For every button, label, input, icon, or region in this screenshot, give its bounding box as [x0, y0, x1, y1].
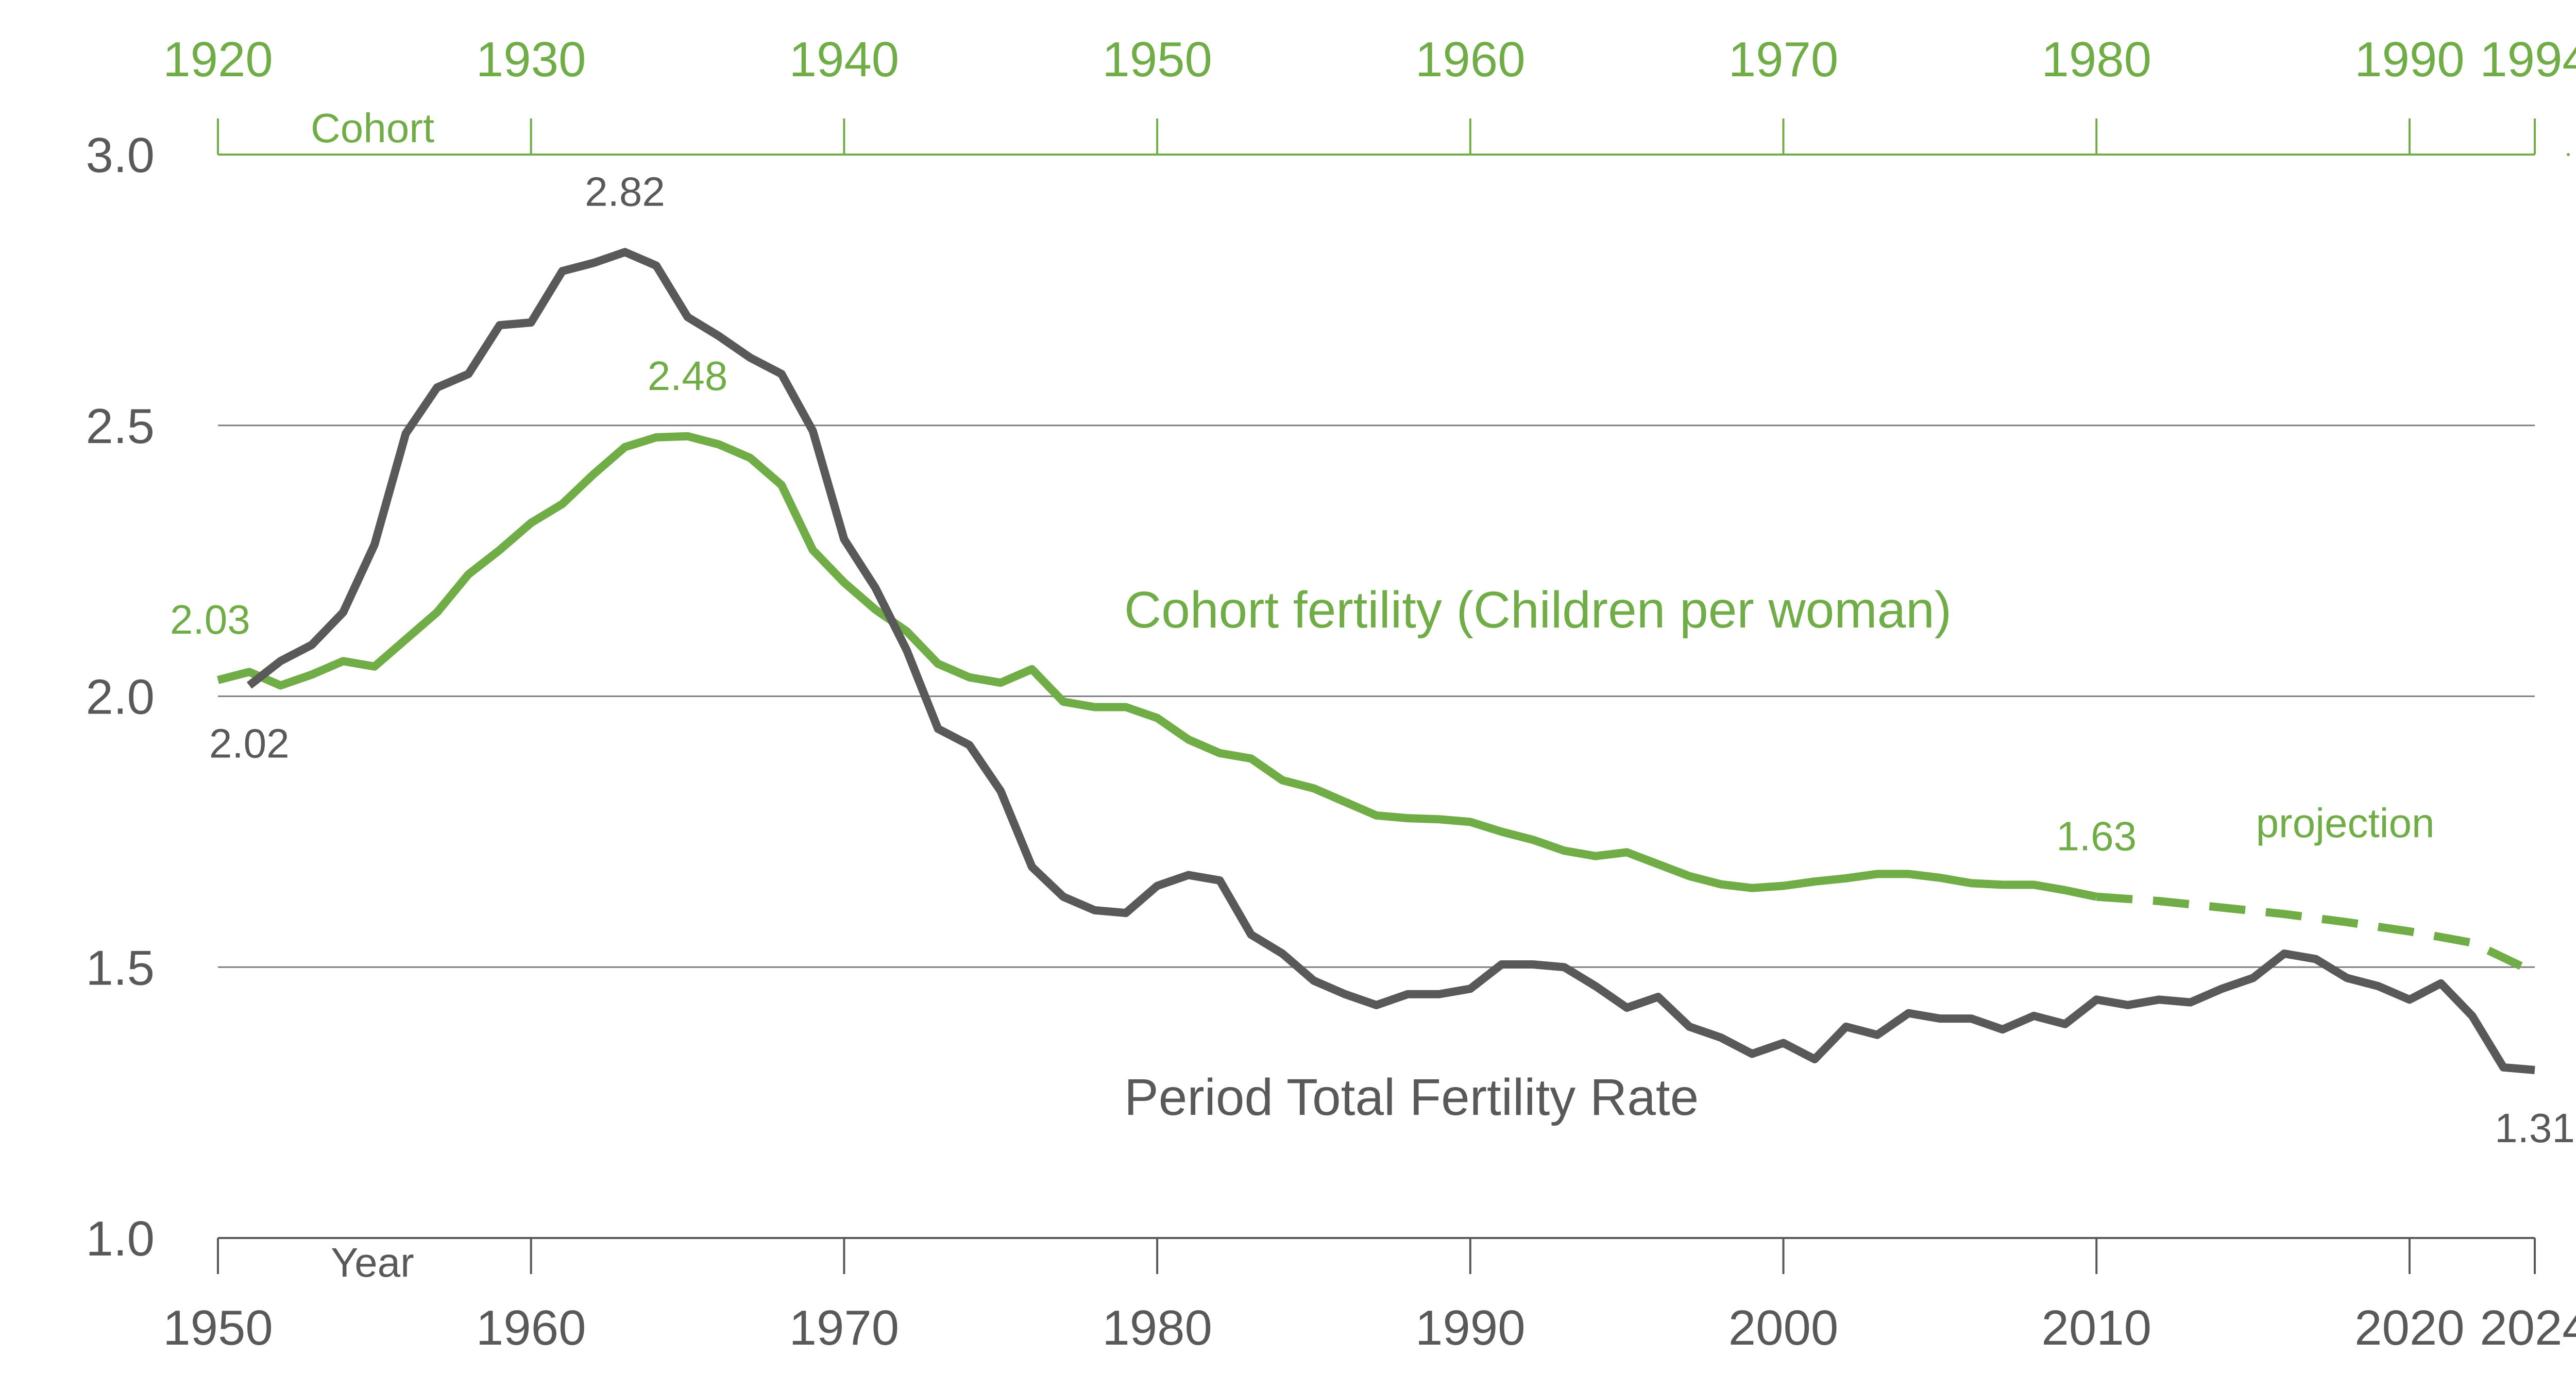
cohort-fertility-line: [216, 432, 2097, 901]
top-tick-label: 1980: [2041, 32, 2151, 87]
top-axis-title: Cohort: [311, 105, 434, 151]
data-label: 2.82: [585, 168, 665, 214]
bottom-tick-label: 2000: [1728, 1300, 1839, 1355]
top-tick-label: 1970: [1728, 32, 1839, 87]
y-tick-label: 2.0: [86, 670, 155, 725]
bottom-tick-label: 2020: [2354, 1300, 2465, 1355]
period-tfr-line: [246, 248, 2535, 1074]
y-tick-label: 3.0: [86, 128, 155, 183]
cohort-series-label: Cohort fertility (Children per woman): [1124, 581, 1952, 639]
bottom-tick-label: 1980: [1102, 1300, 1212, 1355]
bottom-tick-label: 2024: [2480, 1300, 2576, 1355]
bottom-tick-label: 1990: [1415, 1300, 1526, 1355]
gridlines: [218, 425, 2535, 968]
data-label: 1.63: [2056, 813, 2137, 859]
bottom-axis-title: Year: [331, 1240, 414, 1285]
data-label: 2.48: [648, 353, 728, 399]
top-tick-label: 1950: [1102, 32, 1212, 87]
projection-label: projection: [2256, 800, 2435, 846]
period-series-label: Period Total Fertility Rate: [1124, 1068, 1699, 1126]
bottom-tick-label: 1950: [163, 1300, 273, 1355]
top-tick-label: 1920: [163, 32, 273, 87]
top-tick-label: 1940: [789, 32, 900, 87]
projection-line: [2096, 892, 2537, 977]
data-label: 2.02: [209, 720, 290, 766]
top-tick-label: 1994: [2480, 32, 2576, 87]
series-lines: [216, 248, 2537, 1074]
labels: Cohort fertility (Children per woman) pro…: [170, 168, 2575, 1151]
y-tick-label: 1.5: [86, 940, 155, 995]
top-tick-label: 1930: [476, 32, 586, 87]
bottom-tick-label: 2010: [2041, 1300, 2151, 1355]
top-tick-label: 1960: [1415, 32, 1526, 87]
top-tick-label: 1990: [2354, 32, 2465, 87]
y-tick-label: 1.0: [86, 1211, 155, 1266]
bottom-tick-label: 1970: [789, 1300, 900, 1355]
axis-end-dot: [2567, 153, 2570, 156]
y-tick-label: 2.5: [86, 399, 155, 454]
data-label: 2.03: [170, 597, 250, 642]
data-label: 1.31: [2495, 1105, 2575, 1151]
bottom-tick-label: 1960: [476, 1300, 586, 1355]
